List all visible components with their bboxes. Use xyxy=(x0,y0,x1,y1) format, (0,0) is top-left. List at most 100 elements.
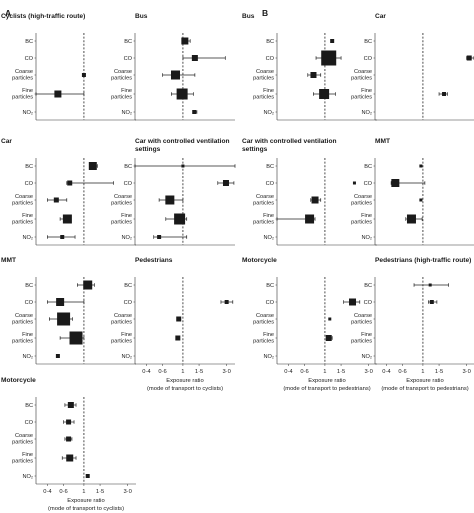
category-label-a4-1: CO xyxy=(124,181,133,187)
point-marker-b5-1 xyxy=(349,298,357,306)
category-label-b2-0: BC xyxy=(364,39,372,45)
category-label-a5-0: BC xyxy=(25,283,33,289)
category-label-a4-2: Coarse xyxy=(114,194,132,200)
category-label-b3-0: BC xyxy=(266,164,274,170)
category-label-b5-0: BC xyxy=(266,283,274,289)
panel-title-b1: Bus xyxy=(242,13,255,20)
category-label-b5-4: NO₂ xyxy=(263,354,274,360)
panel-title-b3: Car with controlled ventilation xyxy=(242,138,337,145)
point-marker-a6-1 xyxy=(224,300,229,304)
point-marker-a5-0 xyxy=(83,280,93,290)
x-axis-label-a7-1: (mode of transport to cyclists) xyxy=(48,506,124,512)
category-label-a4-4: NO₂ xyxy=(121,235,132,241)
category-label-a3-4: NO₂ xyxy=(22,235,33,241)
panel-title-b6: Pedestrians (high-traffic route) xyxy=(375,257,471,264)
x-axis-label-b5-1: (mode of transport to pedestrians) xyxy=(283,386,370,392)
point-marker-a7-0 xyxy=(67,402,74,408)
point-marker-a4-1 xyxy=(222,180,229,186)
x-tick-label-a7-0: 0·4 xyxy=(43,489,52,495)
x-tick-label-a6-1: 0·6 xyxy=(158,369,166,375)
point-marker-b3-3 xyxy=(305,214,315,224)
category-label-b3-2-b: particles xyxy=(253,201,274,207)
point-marker-a1-3 xyxy=(54,90,62,98)
x-tick-label-b5-4: 3·0 xyxy=(364,369,372,375)
category-label-a6-3-b: particles xyxy=(111,339,132,345)
point-marker-a3-3 xyxy=(62,214,72,224)
category-label-a7-3-b: particles xyxy=(12,459,33,465)
category-label-b2-1: CO xyxy=(364,56,373,62)
x-tick-label-a7-2: 1 xyxy=(82,489,85,495)
point-marker-b1-0 xyxy=(330,39,335,43)
category-label-b1-4: NO₂ xyxy=(263,110,274,116)
category-label-a7-3: Fine xyxy=(22,452,33,458)
category-label-b6-4: NO₂ xyxy=(361,354,372,360)
point-marker-b3-2 xyxy=(311,196,319,204)
x-axis-label-a7-0: Exposure ratio xyxy=(67,498,104,504)
category-label-b5-1: CO xyxy=(266,300,275,306)
point-marker-a2-0 xyxy=(181,37,189,45)
panel-title-b4: MMT xyxy=(375,138,390,145)
point-marker-b1-3 xyxy=(319,89,330,99)
category-label-a5-3-b: particles xyxy=(12,339,33,345)
point-marker-a4-3 xyxy=(174,213,186,225)
category-label-a6-0: BC xyxy=(124,283,132,289)
panel-title-b3-line2: settings xyxy=(242,146,268,153)
category-label-b1-3-b: particles xyxy=(253,95,274,101)
panel-title-a6: Pedestrians xyxy=(135,257,173,264)
point-marker-b2-1 xyxy=(466,55,472,61)
category-label-a7-2-b: particles xyxy=(12,440,33,446)
category-label-a5-2: Coarse xyxy=(15,313,33,319)
x-tick-label-a6-2: 1 xyxy=(181,369,184,375)
point-marker-a4-4 xyxy=(157,235,162,239)
category-label-a7-1: CO xyxy=(25,420,34,426)
panel-title-b2: Car xyxy=(375,13,386,20)
x-tick-label-b6-1: 0·6 xyxy=(398,369,406,375)
category-label-b4-1: CO xyxy=(364,181,373,187)
category-label-b2-2: Coarse xyxy=(354,69,372,75)
category-label-a6-4: NO₂ xyxy=(121,354,132,360)
point-marker-a2-1 xyxy=(191,55,198,61)
x-tick-label-a6-3: 1·5 xyxy=(195,369,203,375)
category-label-b4-2-b: particles xyxy=(351,201,372,207)
point-marker-b2-3 xyxy=(442,92,447,96)
category-label-a5-4: NO₂ xyxy=(22,354,33,360)
x-axis-label-b6-0: Exposure ratio xyxy=(406,378,443,384)
category-label-a2-1: CO xyxy=(124,56,133,62)
point-marker-a3-0 xyxy=(88,162,97,170)
x-axis-label-b5-0: Exposure ratio xyxy=(308,378,345,384)
category-label-a4-3-b: particles xyxy=(111,220,132,226)
category-label-a2-4: NO₂ xyxy=(121,110,132,116)
panel-title-a3: Car xyxy=(1,138,12,145)
category-label-b3-2: Coarse xyxy=(256,194,274,200)
category-label-b6-2-b: particles xyxy=(351,320,372,326)
category-label-a6-1: CO xyxy=(124,300,133,306)
x-tick-label-b5-3: 1·5 xyxy=(337,369,345,375)
point-marker-a7-2 xyxy=(66,436,72,442)
point-marker-b1-1 xyxy=(321,50,337,66)
category-label-b4-3-b: particles xyxy=(351,220,372,226)
category-label-b1-0: BC xyxy=(266,39,274,45)
point-marker-a3-4 xyxy=(60,235,65,239)
point-marker-a3-2 xyxy=(53,197,59,203)
category-label-a1-2-b: particles xyxy=(12,76,33,82)
x-tick-label-a7-3: 1·5 xyxy=(96,489,104,495)
point-marker-a7-3 xyxy=(66,454,74,462)
category-label-a3-3: Fine xyxy=(22,213,33,219)
category-label-b6-3: Fine xyxy=(361,332,372,338)
x-tick-label-b5-1: 0·6 xyxy=(300,369,308,375)
point-marker-a5-2 xyxy=(57,312,71,326)
category-label-b1-2-b: particles xyxy=(253,76,274,82)
category-label-a2-3-b: particles xyxy=(111,95,132,101)
x-tick-label-a7-1: 0·6 xyxy=(59,489,67,495)
category-label-b6-2: Coarse xyxy=(354,313,372,319)
panel-title-a1: Cyclists (high-traffic route) xyxy=(1,13,85,20)
point-marker-b4-2 xyxy=(419,198,423,202)
x-tick-label-b5-2: 1 xyxy=(323,369,326,375)
x-axis-label-a6-0: Exposure ratio xyxy=(166,378,203,384)
point-marker-b4-3 xyxy=(406,214,416,224)
point-marker-a7-4 xyxy=(85,474,90,478)
point-marker-b1-2 xyxy=(310,72,317,78)
category-label-a1-0: BC xyxy=(25,39,33,45)
category-label-b3-4: NO₂ xyxy=(263,235,274,241)
